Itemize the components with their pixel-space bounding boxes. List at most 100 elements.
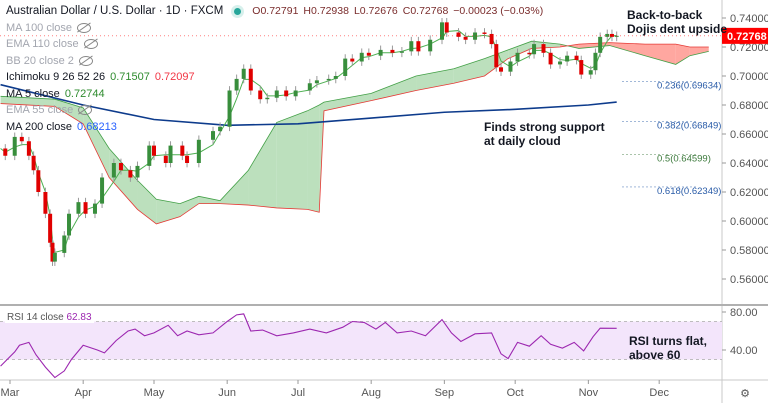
x-tick-label: Nov bbox=[579, 387, 599, 399]
x-tick-label: Apr bbox=[75, 387, 92, 399]
y-tick-label: 0.66000 bbox=[730, 129, 768, 141]
ichimoku-cloud-segment bbox=[276, 110, 308, 210]
ichimoku-cloud-segment bbox=[109, 148, 138, 210]
candle-down bbox=[26, 141, 31, 156]
candle-down bbox=[456, 32, 461, 37]
candle-down bbox=[31, 155, 36, 171]
candle-down bbox=[118, 163, 123, 171]
candle-down bbox=[579, 60, 584, 75]
x-tick-label: Oct bbox=[507, 387, 524, 399]
indicator-ema110[interactable]: EMA 110 close bbox=[6, 36, 543, 53]
x-tick-label: Sep bbox=[435, 387, 455, 399]
annotation-rsi: RSI turns flat, above 60 bbox=[629, 334, 708, 362]
candle-up bbox=[314, 80, 319, 84]
candle-up bbox=[100, 177, 105, 204]
x-tick-label: Mar bbox=[1, 387, 20, 399]
fib-level-label: 0.618(0.62349) bbox=[657, 186, 721, 197]
candle-down bbox=[350, 58, 355, 62]
indicator-ichimoku[interactable]: Ichimoku 9 26 52 26 0.71507 0.72097 bbox=[6, 71, 195, 83]
ichimoku-cloud-segment bbox=[54, 99, 84, 124]
candle-down bbox=[541, 44, 546, 53]
candle-up bbox=[428, 39, 433, 52]
candle-down bbox=[463, 36, 468, 40]
symbol-title[interactable]: Australian Dollar / U.S. Dollar · 1D · F… bbox=[6, 5, 224, 17]
ichimoku-cloud-segment bbox=[220, 170, 249, 206]
ohlc-close: C0.72768 bbox=[402, 5, 449, 17]
candle-up bbox=[234, 78, 239, 91]
ichimoku-cloud-segment bbox=[531, 41, 561, 49]
candle-up bbox=[211, 131, 216, 140]
x-tick-label: Jul bbox=[291, 387, 305, 399]
rsi-line bbox=[0, 313, 617, 379]
candle-down bbox=[19, 136, 24, 142]
indicator-bb20[interactable]: BB 20 close 2 bbox=[6, 53, 543, 70]
legend: Australian Dollar / U.S. Dollar · 1D · F… bbox=[6, 3, 543, 135]
y-tick-label: 0.72000 bbox=[730, 42, 768, 54]
ohlc-open: O0.72791 bbox=[252, 5, 299, 17]
hidden-eye-icon[interactable] bbox=[83, 39, 98, 50]
candle-down bbox=[366, 52, 371, 56]
candle-up bbox=[399, 51, 404, 53]
candle-up bbox=[593, 52, 598, 71]
ma5-line bbox=[0, 30, 617, 254]
x-tick-label: May bbox=[144, 387, 165, 399]
fib-level-label: 0.382(0.66849) bbox=[657, 121, 721, 132]
candle-up bbox=[614, 35, 619, 37]
candle-down bbox=[128, 170, 133, 178]
candle-up bbox=[293, 90, 298, 97]
candle-down bbox=[185, 155, 190, 163]
candle-down bbox=[444, 22, 449, 33]
rsi-y-tick-label: 40.00 bbox=[730, 345, 758, 357]
candle-down bbox=[180, 145, 185, 156]
candle-down bbox=[482, 32, 487, 34]
candle-up bbox=[440, 22, 444, 40]
indicator-ema55[interactable]: EMA 55 close bbox=[6, 102, 543, 119]
ichimoku-cloud-segment bbox=[689, 47, 709, 56]
ichimoku-cloud-segment bbox=[179, 196, 199, 217]
candle-down bbox=[609, 33, 614, 37]
ma200-line bbox=[0, 83, 617, 127]
hidden-eye-icon[interactable] bbox=[78, 55, 93, 66]
candle-up bbox=[343, 58, 348, 76]
ohlc-change: −0.00023 (−0.03%) bbox=[453, 5, 544, 17]
ichimoku-cloud-segment bbox=[248, 122, 277, 208]
y-tick-label: 0.60000 bbox=[730, 216, 768, 228]
fib-level-label: 0.236(0.69634) bbox=[657, 80, 721, 91]
candle-up bbox=[168, 145, 173, 163]
candle-up bbox=[508, 61, 513, 72]
hidden-eye-icon[interactable] bbox=[77, 22, 92, 33]
candle-down bbox=[416, 41, 421, 52]
candle-down bbox=[499, 67, 504, 72]
indicator-ma100[interactable]: MA 100 close bbox=[6, 20, 543, 37]
candle-up bbox=[333, 76, 338, 79]
current-price-tag bbox=[722, 27, 768, 44]
y-tick-label: 0.70000 bbox=[730, 71, 768, 83]
candle-up bbox=[52, 252, 57, 262]
candle-down bbox=[43, 192, 48, 214]
ichimoku-cloud-segment bbox=[645, 44, 676, 65]
indicator-ma200[interactable]: MA 200 close 0.68213 bbox=[6, 120, 117, 133]
y-tick-label: 0.62000 bbox=[730, 187, 768, 199]
candle-up bbox=[359, 52, 364, 62]
hidden-eye-icon[interactable] bbox=[78, 105, 93, 116]
settings-gear-icon[interactable]: ⚙ bbox=[740, 388, 750, 400]
indicator-ma5[interactable]: MA 5 close 0.72744 bbox=[6, 87, 105, 100]
candle-down bbox=[152, 145, 156, 156]
x-tick-label: Dec bbox=[649, 387, 669, 399]
ichimoku-cloud-segment bbox=[198, 196, 221, 204]
candle-up bbox=[307, 83, 312, 91]
candle-up bbox=[196, 139, 201, 163]
y-tick-label: 0.56000 bbox=[730, 274, 768, 286]
candle-down bbox=[574, 55, 579, 61]
current-price-label: 0.72768 bbox=[727, 31, 767, 43]
candle-down bbox=[83, 202, 88, 214]
candle-up bbox=[515, 52, 520, 62]
candle-up bbox=[147, 145, 152, 166]
rsi-band bbox=[0, 321, 722, 360]
y-tick-label: 0.64000 bbox=[730, 158, 768, 170]
ichimoku-cloud-segment bbox=[453, 58, 485, 84]
rsi-legend[interactable]: RSI 14 close 62.83 bbox=[5, 312, 94, 323]
candle-up bbox=[326, 78, 331, 81]
